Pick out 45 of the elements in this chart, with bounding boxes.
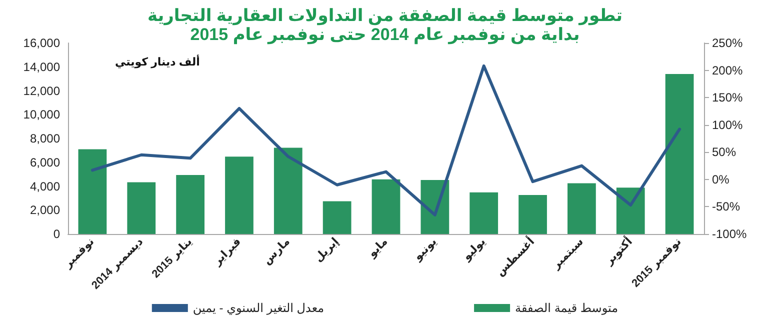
x-tick-label: مارس	[260, 236, 292, 268]
x-tick-label: أكتوبر	[601, 234, 635, 268]
y-tick-label: 16,000	[23, 36, 60, 50]
y2-tick-label: 150%	[712, 90, 744, 105]
y2-tick-label: 0%	[712, 172, 730, 186]
y2-tick-label: 50%	[712, 145, 736, 160]
bar	[127, 182, 156, 234]
y2-tick-label: -50%	[712, 200, 740, 214]
bar	[372, 179, 400, 234]
annotation: ألف دينار كويتي	[115, 54, 200, 68]
y-tick-label: 12,000	[23, 84, 60, 98]
y-tick-label: 2,000	[30, 203, 60, 218]
y2-tick-label: 200%	[712, 63, 744, 78]
legend-label: معدل التغير السنوي - يمين	[192, 301, 324, 315]
y-tick-label: 10,000	[23, 108, 60, 122]
x-tick-label: مايو	[366, 236, 390, 260]
x-tick-label: إبريل	[312, 236, 342, 265]
x-tick-label: سبتمبر	[550, 236, 586, 272]
y-tick-label: 4,000	[30, 179, 60, 194]
bar	[470, 192, 498, 234]
y-tick-label: 6,000	[30, 155, 60, 170]
y2-tick-label: 100%	[712, 118, 744, 132]
x-tick-label: يوليو	[460, 236, 488, 264]
y2-tick-label: -100%	[712, 227, 748, 241]
y-tick-label: 0	[53, 227, 60, 241]
y-tick-label: 8,000	[30, 132, 60, 146]
x-tick-label: أغسطس	[492, 234, 538, 279]
bar	[322, 201, 352, 234]
legend-label: متوسط قيمة الصفقة	[515, 301, 618, 315]
chart-subtitle: بداية من نوفمبر عام 2014 حتى نوفمبر عام 2015	[190, 25, 580, 45]
x-tick-label: يناير 2015	[150, 236, 195, 280]
bar	[665, 74, 694, 234]
bar	[176, 175, 204, 234]
bar	[616, 188, 645, 234]
x-tick-label: فبراير	[210, 236, 244, 268]
bar	[78, 149, 107, 234]
x-tick-label: يونيو	[411, 236, 440, 264]
bar	[568, 183, 596, 234]
bar	[225, 156, 254, 234]
bar	[518, 194, 547, 234]
y-tick-label: 14,000	[23, 60, 60, 74]
bar	[274, 148, 302, 234]
x-tick-label: نوفمبر	[61, 236, 97, 272]
chart-title: تطور متوسط قيمة الصفقة من التداولات العقارية التجارية	[147, 6, 623, 26]
y2-tick-label: 250%	[712, 36, 744, 50]
